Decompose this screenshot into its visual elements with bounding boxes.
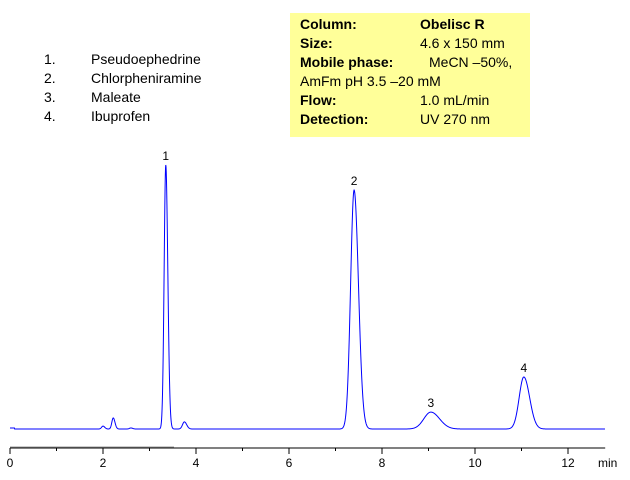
legend-name: Chlorpheniramine	[91, 70, 202, 86]
size-label: Size:	[300, 35, 333, 51]
conditions-box: Column: Obelisc R Size: 4.6 x 150 mm Mobil…	[290, 13, 530, 137]
detection-label: Detection:	[300, 111, 369, 127]
legend-item: 1. Pseudoephedrine	[44, 50, 202, 69]
flow-value: 1.0 mL/min	[420, 92, 490, 108]
legend-num: 3.	[44, 89, 56, 105]
legend-num: 1.	[44, 51, 56, 67]
x-tick-label: 8	[379, 456, 386, 470]
legend-name: Pseudoephedrine	[91, 51, 201, 67]
x-axis-label: min	[598, 456, 617, 470]
legend-item: 3. Maleate	[44, 88, 202, 107]
flow-label: Flow:	[300, 92, 337, 108]
legend-item: 2. Chlorpheniramine	[44, 69, 202, 88]
peak-label: 4	[520, 361, 527, 375]
column-label: Column:	[300, 16, 357, 32]
peak-label: 1	[162, 149, 169, 163]
detection-value: UV 270 nm	[420, 111, 491, 127]
peak-legend: 1. Pseudoephedrine 2. Chlorpheniramine 3. M…	[44, 50, 202, 126]
column-value: Obelisc R	[420, 16, 485, 32]
size-value: 4.6 x 150 mm	[420, 35, 505, 51]
peak-label: 3	[427, 396, 434, 410]
mobile-phase-value: MeCN –50%,	[429, 54, 513, 70]
x-tick-label: 2	[100, 456, 107, 470]
legend-num: 2.	[44, 70, 56, 86]
mobile-phase-label: Mobile phase:	[300, 54, 394, 70]
x-tick-label: 12	[561, 456, 575, 470]
chromatogram-trace	[10, 164, 605, 430]
legend-num: 4.	[44, 108, 56, 124]
legend-name: Ibuprofen	[91, 108, 151, 124]
x-tick-label: 6	[286, 456, 293, 470]
x-tick-label: 0	[7, 456, 14, 470]
x-tick-label: 4	[193, 456, 200, 470]
legend-name: Maleate	[91, 89, 141, 105]
mobile-phase-value-2: AmFm pH 3.5 –20 mM	[300, 73, 441, 89]
x-tick-label: 10	[468, 456, 482, 470]
peak-label: 2	[351, 174, 358, 188]
legend-item: 4. Ibuprofen	[44, 107, 202, 126]
